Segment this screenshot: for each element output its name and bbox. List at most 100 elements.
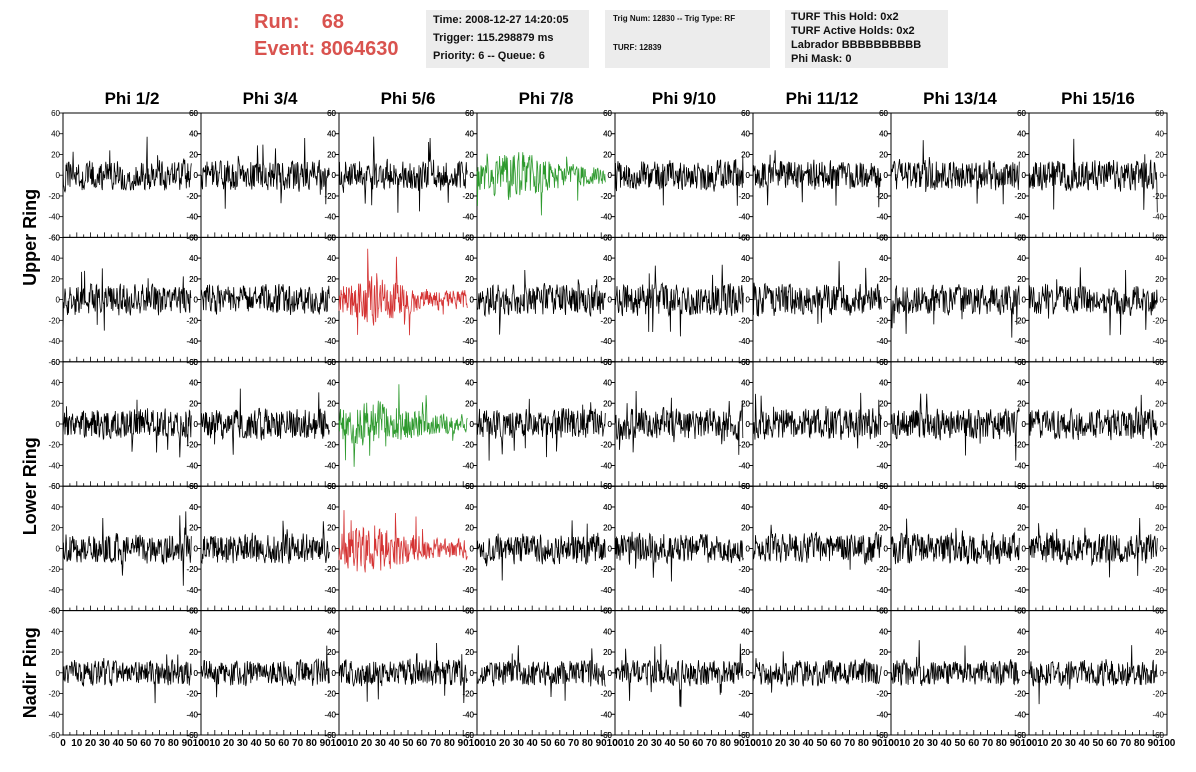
y-tick-label-right: 40 — [741, 627, 750, 636]
y-tick-label: -60 — [48, 731, 60, 740]
x-tick-label: 50 — [402, 738, 414, 749]
y-tick-label: -40 — [876, 710, 888, 719]
y-tick-label-right: -20 — [462, 565, 474, 574]
y-tick-label: 60 — [603, 482, 612, 491]
waveform-trace — [890, 140, 1020, 205]
waveform-trace — [200, 645, 330, 698]
y-tick-label: 60 — [603, 358, 612, 367]
y-tick-label-right: 0 — [1022, 420, 1027, 429]
waveform-trace — [614, 264, 744, 337]
y-tick-label-right: 20 — [189, 399, 198, 408]
x-tick-label: 70 — [844, 738, 856, 749]
y-tick-label: 40 — [1017, 503, 1026, 512]
x-tick-label: 40 — [389, 738, 401, 749]
y-tick-label-right: 60 — [879, 607, 888, 616]
y-tick-label: -40 — [186, 461, 198, 470]
y-tick-label-right: 60 — [465, 233, 474, 242]
y-tick-label-right: -20 — [738, 316, 750, 325]
y-tick-label-right: -40 — [1152, 710, 1164, 719]
y-tick-label: 20 — [741, 275, 750, 284]
panel-frame — [614, 485, 754, 612]
x-tick-label: 40 — [803, 738, 815, 749]
y-tick-label: -40 — [48, 337, 60, 346]
y-tick-label: 20 — [327, 150, 336, 159]
y-tick-label: 40 — [51, 130, 60, 139]
y-tick-label-right: 40 — [741, 379, 750, 388]
y-tick-label: 0 — [332, 669, 337, 678]
y-tick-label: 20 — [465, 275, 474, 284]
y-tick-label: 0 — [1022, 669, 1027, 678]
y-tick-label-right: -60 — [1152, 731, 1164, 740]
y-tick-label: -40 — [48, 586, 60, 595]
y-tick-label-right: 60 — [465, 109, 474, 118]
y-tick-label-right: 60 — [741, 233, 750, 242]
y-tick-label: 60 — [1017, 607, 1026, 616]
y-tick-label: 0 — [608, 171, 613, 180]
y-tick-label-right: -20 — [462, 192, 474, 201]
y-tick-label-right: 0 — [1022, 171, 1027, 180]
y-tick-label: 60 — [327, 109, 336, 118]
y-tick-label-right: 60 — [879, 233, 888, 242]
y-tick-label-right: -20 — [186, 690, 198, 699]
waveform-trace — [890, 393, 1020, 461]
x-tick-label: 90 — [596, 738, 608, 749]
y-tick-label-right: 0 — [608, 420, 613, 429]
waveform-trace — [752, 524, 882, 570]
y-tick-label-right: 20 — [189, 150, 198, 159]
waveform-trace — [614, 390, 744, 455]
y-tick-label: 40 — [465, 379, 474, 388]
waveform-trace — [338, 510, 468, 573]
x-tick-label: 30 — [237, 738, 249, 749]
y-tick-label: -20 — [1014, 565, 1026, 574]
y-tick-label-right: 60 — [465, 607, 474, 616]
y-tick-label-right: 20 — [465, 275, 474, 284]
y-tick-label-right: 0 — [746, 420, 751, 429]
y-tick-label-right: 60 — [603, 607, 612, 616]
y-tick-label-right: 20 — [879, 150, 888, 159]
x-tick-label: 90 — [182, 738, 194, 749]
x-tick-label: 90 — [872, 738, 884, 749]
y-tick-label-right: 60 — [603, 358, 612, 367]
x-tick-label: 20 — [499, 738, 511, 749]
y-tick-label: 0 — [884, 296, 889, 305]
y-tick-label: 0 — [884, 171, 889, 180]
y-tick-label-right: -20 — [600, 441, 612, 450]
y-tick-label-right: 20 — [189, 275, 198, 284]
y-tick-label: -20 — [876, 565, 888, 574]
y-tick-label-right: -20 — [186, 565, 198, 574]
waveform-trace — [890, 640, 1020, 686]
turf-active-text: TURF Active Holds: 0x2 — [791, 25, 915, 37]
x-tick-label: 60 — [416, 738, 428, 749]
y-tick-label: -20 — [1014, 441, 1026, 450]
y-tick-label-right: 0 — [746, 544, 751, 553]
y-tick-label-right: 40 — [1155, 503, 1164, 512]
x-tick-label: 100 — [745, 738, 762, 749]
y-tick-label: -20 — [462, 690, 474, 699]
y-tick-label: -20 — [186, 441, 198, 450]
y-tick-label-right: -20 — [600, 565, 612, 574]
y-tick-label-right: -20 — [738, 565, 750, 574]
y-tick-label-right: -20 — [1152, 690, 1164, 699]
y-tick-label: -40 — [600, 337, 612, 346]
y-tick-label: 20 — [327, 648, 336, 657]
y-tick-label-right: -20 — [1152, 192, 1164, 201]
y-tick-label-right: 20 — [1017, 399, 1026, 408]
y-tick-label: 0 — [884, 544, 889, 553]
x-tick-label: 30 — [1065, 738, 1077, 749]
x-tick-label: 100 — [1159, 738, 1176, 749]
phi-mask-text: Phi Mask: 0 — [791, 53, 852, 65]
y-tick-label: 0 — [884, 420, 889, 429]
x-tick-label: 40 — [665, 738, 677, 749]
x-tick-label: 60 — [140, 738, 152, 749]
x-tick-label: 90 — [1010, 738, 1022, 749]
y-tick-label-right: -60 — [876, 731, 888, 740]
y-tick-label-right: -40 — [324, 710, 336, 719]
y-tick-label: 60 — [1017, 482, 1026, 491]
y-tick-label: 40 — [603, 379, 612, 388]
x-tick-label: 0 — [612, 738, 618, 749]
y-tick-label: -60 — [324, 731, 336, 740]
y-tick-label-right: 20 — [603, 150, 612, 159]
y-tick-label-right: 20 — [1155, 648, 1164, 657]
y-tick-label-right: -40 — [876, 337, 888, 346]
